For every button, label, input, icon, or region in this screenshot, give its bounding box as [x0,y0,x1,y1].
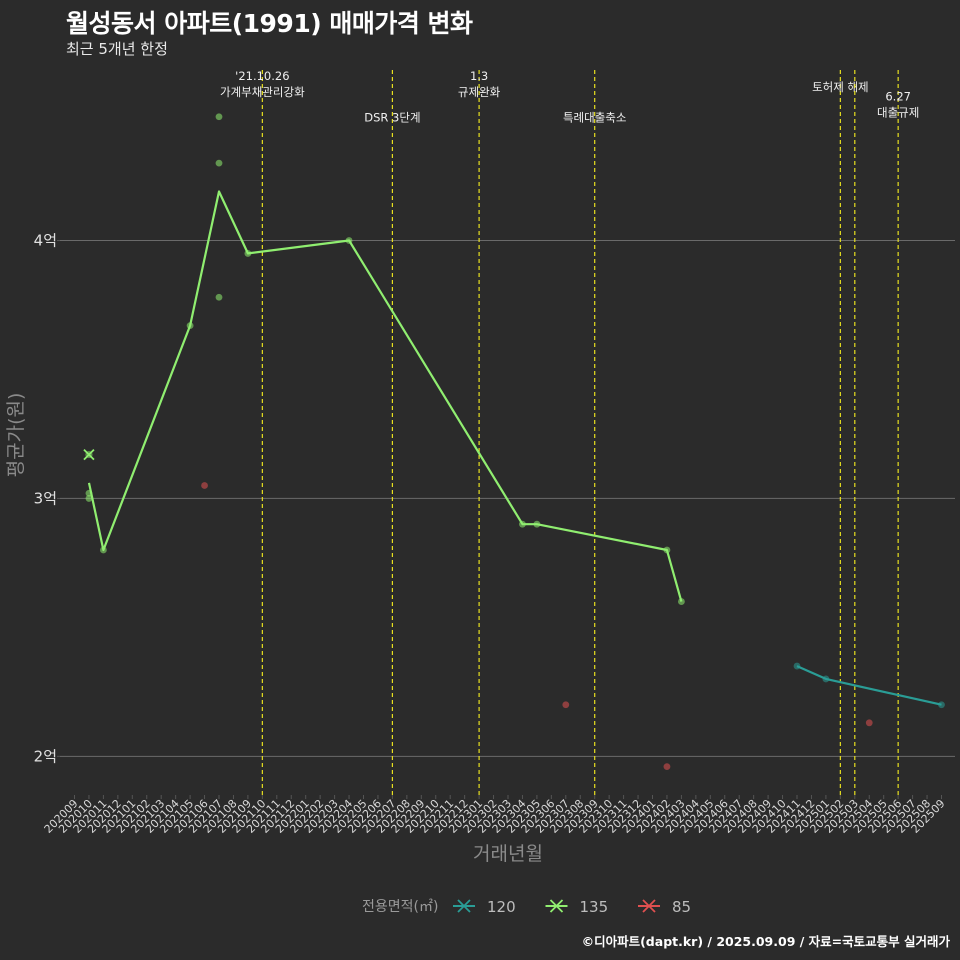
legend-key-cross [549,899,564,913]
y-tick-label: 3억 [34,489,57,507]
point-85 [562,701,570,709]
chart-subtitle: 최근 5개년 한정 [66,40,168,58]
point-85 [865,719,873,727]
point-120 [938,701,945,709]
y-tick-label: 4억 [34,232,57,250]
point-135 [215,113,223,121]
event-label: DSR 3단계 [364,111,420,125]
point-85 [663,763,671,771]
series-line-120 [796,665,942,706]
x-axis-ticks: 2020092020102020112020122021012021022021… [42,795,948,836]
event-label: 가계부채관리강화 [220,85,305,99]
legend-label: 135 [580,898,609,916]
event-label: 1.3 [470,69,488,83]
legend-label: 85 [672,898,691,916]
chart-title: 월성동서 아파트(1991) 매매가격 변화 [66,9,473,38]
y-axis-ticks: 2억 3억 4억 [34,232,60,765]
point-135 [215,159,223,167]
legend: 전용면적(㎡) 120 135 85 [362,898,691,916]
legend-key-cross [457,899,471,913]
event-label: '21.10.26 [235,69,289,83]
point-85 [201,482,208,489]
legend-title: 전용면적(㎡) [362,899,438,915]
y-axis-title: 평균가(원) [5,393,27,478]
event-label: 규제완화 [458,85,501,99]
event-label: 6.27 [885,90,911,104]
x-axis-title: 거래년월 [473,843,543,865]
point-135 [85,495,93,502]
series-layer [83,113,945,771]
y-tick-label: 2억 [34,747,57,765]
legend-label: 120 [487,898,516,916]
point-135 [215,293,223,301]
event-label: 특례대출축소 [563,111,626,125]
source-caption: ©디아파트(dapt.kr) / 2025.09.09 / 자료=국토교통부 실… [581,934,950,949]
event-label: 대출규제 [877,106,919,120]
cross-point-135 [83,448,95,461]
event-label: 토허제 해제 [812,80,869,94]
series-line-135 [87,190,683,602]
legend-key-cross [642,899,656,913]
